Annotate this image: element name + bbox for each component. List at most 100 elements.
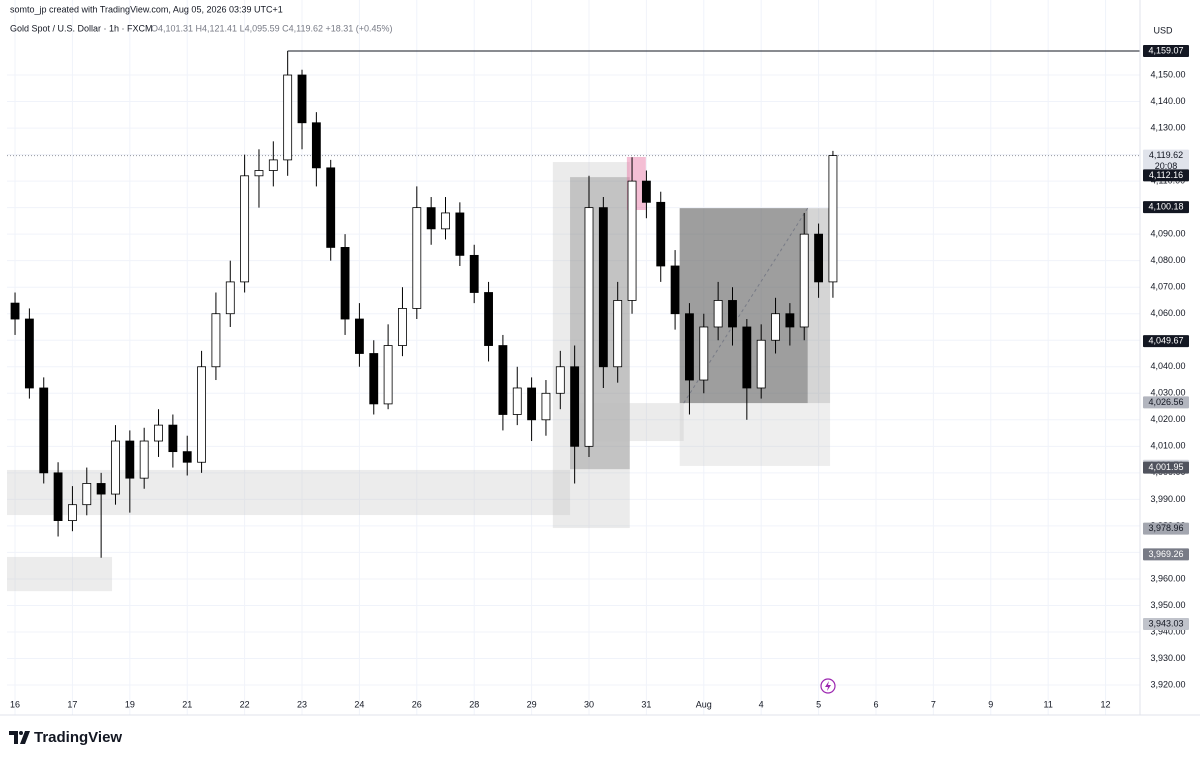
candle-body [125,440,135,479]
candle-body [39,387,49,474]
candle-body [699,326,709,381]
price-label-box [1143,335,1189,348]
price-label: 4,159.07 [1148,45,1183,55]
candle-body [728,300,737,328]
candle-body [785,313,795,328]
candle-body [598,207,608,368]
x-tick-label: 21 [182,699,192,709]
ohlc-text: O4,101.31 H4,121.41 L4,095.59 C4,119.62 … [151,23,393,33]
candle-body [111,440,120,495]
candle-body [570,366,580,447]
price-label: 3,943.03 [1148,618,1183,628]
alert-icon[interactable] [820,678,836,694]
price-label: 3,969.26 [1148,549,1183,559]
x-tick-label: Aug [696,699,712,709]
candle-body [283,74,293,161]
y-tick-label: 3,930.00 [1150,653,1185,663]
x-tick-label: 23 [297,699,307,709]
price-label-box [1143,149,1189,174]
candle-body [512,387,522,415]
x-tick-label: 12 [1101,699,1111,709]
candle-body [139,440,149,479]
y-tick-label: 4,040.00 [1150,361,1185,371]
brand-logo [9,731,30,744]
x-tick-label: 11 [1043,699,1052,709]
candle-body [627,180,637,301]
x-tick-label: 9 [988,699,993,709]
candle-body [713,300,723,328]
price-label: 4,026.56 [1148,397,1183,407]
candle-body [369,353,379,405]
candle-body [96,483,106,495]
candle-body [685,313,694,381]
candle-body [354,318,364,354]
candle-body [53,472,63,521]
y-tick-label: 3,920.00 [1150,679,1185,689]
watermark: somto_jp created with TradingView.com, A… [10,4,283,14]
candle-body [154,424,163,442]
price-label-box [1143,169,1189,182]
x-tick-label: 5 [816,699,821,709]
zone [7,469,571,516]
candle-body [383,345,393,405]
candle-body [455,212,465,256]
candle-body [742,326,752,389]
candle-body [541,392,551,421]
candle-body [268,159,278,171]
candles [10,50,838,558]
candle-body [484,292,493,346]
candle-body [555,366,565,394]
x-tick-label: 17 [67,699,77,709]
y-tick-label: 4,020.00 [1150,414,1185,424]
candle-body [828,155,838,283]
x-tick-label: 4 [759,699,764,709]
currency: USD [1153,25,1173,35]
x-tick-label: 16 [10,699,20,709]
price-label: 4,100.18 [1148,202,1183,212]
price-label-box [1143,522,1189,535]
y-tick-label: 4,030.00 [1150,388,1185,398]
y-tick-label: 3,990.00 [1150,494,1185,504]
x-tick-label: 29 [527,699,537,709]
candle-body [441,212,450,230]
candle-body [240,175,250,283]
candle-body [297,74,307,124]
candle-body [340,247,350,320]
zone [7,556,113,592]
price-label: 4,119.62 [1149,150,1183,160]
candle-body [254,170,264,177]
candle-body [168,424,178,453]
x-tick-label: 31 [641,699,651,709]
candle-body [412,207,422,309]
candle-body [311,122,321,169]
x-tick-label: 28 [469,699,479,709]
price-label-box [1143,44,1189,57]
candle-body [799,233,809,328]
y-tick-label: 3,960.00 [1150,573,1185,583]
candle-body [641,180,651,203]
candle-body [68,504,77,521]
candle-body [10,302,20,320]
x-tick-label: 7 [931,699,936,709]
y-tick-label: 4,090.00 [1150,229,1185,239]
x-tick-label: 6 [873,699,878,709]
x-tick-label: 26 [412,699,422,709]
candle-body [498,345,508,415]
candle-body [182,451,192,463]
candle-body [656,201,666,267]
x-tick-label: 22 [240,699,250,709]
y-tick-label: 4,010.00 [1150,441,1185,451]
y-tick-label: 4,140.00 [1150,96,1185,106]
y-tick-label: 3,940.00 [1150,626,1185,636]
candle-body [613,300,623,368]
price-label-box [1143,396,1189,409]
price-label-box [1143,461,1189,474]
candle-body [24,318,34,389]
x-tick-label: 24 [354,699,364,709]
price-label-box [1143,548,1189,561]
candle-body [326,167,336,248]
candle-body [225,281,235,315]
candle-body [469,254,479,293]
y-tick-label: 4,070.00 [1150,282,1185,292]
